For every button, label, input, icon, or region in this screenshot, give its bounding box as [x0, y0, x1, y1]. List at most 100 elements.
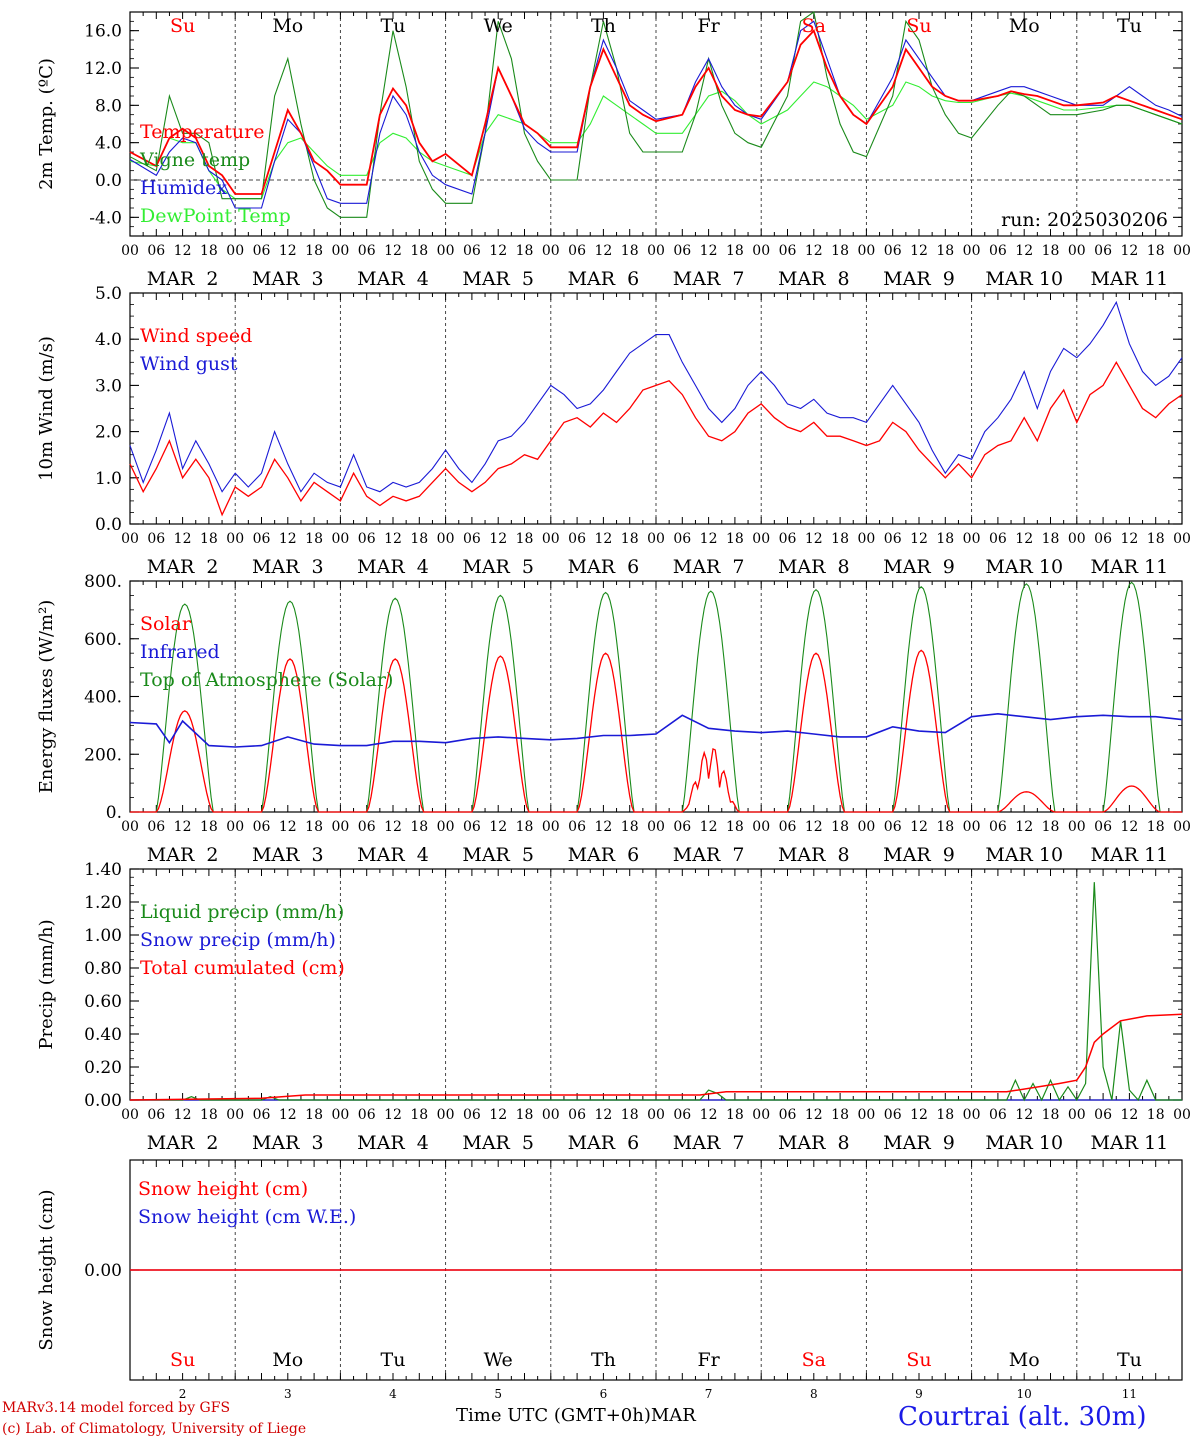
day-number: 6 — [600, 1387, 608, 1401]
solar-line — [130, 649, 1182, 813]
hour-label: 06 — [463, 1107, 481, 1123]
date-label: MAR 6 — [568, 268, 640, 290]
y-tick-label: 0.40 — [84, 1025, 122, 1045]
date-label: MAR 5 — [462, 556, 534, 578]
hour-label: 18 — [726, 243, 744, 259]
hour-label: 00 — [226, 531, 244, 547]
hour-label: 18 — [305, 243, 323, 259]
hour-label: 18 — [516, 531, 534, 547]
date-label: MAR 8 — [778, 556, 850, 578]
hour-label: 12 — [174, 819, 192, 835]
legend-humidex: Humidex — [140, 177, 227, 199]
hour-label: 06 — [884, 243, 902, 259]
y-tick-label: 3.0 — [95, 376, 122, 396]
hour-label: 18 — [1042, 531, 1060, 547]
hour-label: 18 — [1042, 1107, 1060, 1123]
hour-label: 00 — [752, 819, 770, 835]
date-label: MAR 7 — [673, 844, 745, 866]
legend-wind-gust: Wind gust — [140, 353, 238, 375]
hour-label: 00 — [963, 243, 981, 259]
hour-label: 18 — [410, 819, 428, 835]
hour-label: 18 — [305, 819, 323, 835]
hour-label: 00 — [331, 243, 349, 259]
date-label: MAR 11 — [1091, 1132, 1169, 1154]
run-label: run: 2025030206 — [1001, 209, 1168, 231]
date-label: MAR 5 — [462, 268, 534, 290]
series-dewpoint-temp — [129, 81, 1183, 200]
panel-4 — [129, 868, 1183, 1102]
hour-label: 00 — [857, 531, 875, 547]
hour-label: 06 — [673, 819, 691, 835]
hour-label: 12 — [1015, 531, 1033, 547]
hour-label: 06 — [884, 531, 902, 547]
date-label: MAR 3 — [252, 844, 324, 866]
legend-snow-precip-mm-h-: Snow precip (mm/h) — [140, 929, 336, 951]
hour-label: 00 — [752, 243, 770, 259]
hour-label: 18 — [726, 1107, 744, 1123]
location-label: Courtrai (alt. 30m) — [898, 1402, 1147, 1432]
hour-label: 00 — [542, 243, 560, 259]
hour-label: 00 — [647, 1107, 665, 1123]
legend-total-cumulated-cm-: Total cumulated (cm) — [140, 957, 345, 979]
hour-label: 12 — [489, 243, 507, 259]
hour-label: 00 — [121, 243, 139, 259]
hour-label: 06 — [673, 243, 691, 259]
date-label: MAR 3 — [252, 268, 324, 290]
hour-label: 18 — [621, 531, 639, 547]
hour-label: 06 — [568, 819, 586, 835]
hour-label: 06 — [673, 531, 691, 547]
hour-label: 18 — [1147, 1107, 1165, 1123]
y-tick-label: 1.40 — [84, 860, 122, 880]
weekday-label: We — [484, 15, 513, 37]
hour-label: 18 — [621, 243, 639, 259]
y-tick-label: 1.20 — [84, 893, 122, 913]
weekday-label: Mo — [1009, 15, 1040, 37]
y-axis-label: Energy fluxes (W/m²) — [36, 600, 57, 794]
legend-vigne-temp: Vigne temp — [139, 149, 250, 171]
hour-label: 06 — [1094, 243, 1112, 259]
panel-5 — [129, 1159, 1183, 1381]
hour-label: 18 — [831, 819, 849, 835]
panel-3 — [129, 580, 1183, 813]
hour-label: 00 — [1068, 819, 1086, 835]
weekday-label: We — [484, 1349, 513, 1371]
hour-label: 00 — [542, 531, 560, 547]
date-label: MAR 11 — [1091, 844, 1169, 866]
hour-label: 12 — [489, 1107, 507, 1123]
date-label: MAR 4 — [357, 268, 429, 290]
legend-solar: Solar — [140, 613, 192, 635]
y-axis-label: 2m Temp. (ºC) — [36, 58, 57, 190]
hour-label: 12 — [1015, 819, 1033, 835]
x-axis-label: Time UTC (GMT+0h) — [456, 1405, 651, 1426]
hour-label: 00 — [1173, 819, 1191, 835]
hour-label: 18 — [936, 1107, 954, 1123]
hour-label: 12 — [384, 819, 402, 835]
x-axis-title: Time UTC (GMT+0h)MAR — [456, 1405, 696, 1426]
day-number: 2 — [179, 1387, 187, 1401]
date-label: MAR 7 — [673, 556, 745, 578]
day-number: 4 — [389, 1387, 397, 1401]
hour-label: 12 — [910, 531, 928, 547]
y-tick-label: 1.00 — [84, 926, 122, 946]
y-tick-label: 0. — [106, 803, 122, 823]
date-label: MAR 4 — [357, 556, 429, 578]
hour-label: 12 — [279, 243, 297, 259]
hour-label: 00 — [226, 243, 244, 259]
hour-label: 12 — [279, 819, 297, 835]
weekday-label: Th — [591, 1349, 616, 1371]
hour-label: 00 — [1068, 531, 1086, 547]
legend-temperature: Temperature — [140, 121, 264, 143]
weekday-label: Tu — [1117, 15, 1142, 37]
y-tick-label: -4.0 — [89, 208, 122, 228]
y-tick-label: 0.60 — [84, 992, 122, 1012]
hour-label: 12 — [1015, 1107, 1033, 1123]
hour-label: 06 — [989, 1107, 1007, 1123]
legend-snow-height-cm-: Snow height (cm) — [138, 1178, 308, 1200]
weekday-label: Su — [170, 15, 195, 37]
date-label: MAR 9 — [883, 1132, 955, 1154]
hour-label: 06 — [147, 1107, 165, 1123]
y-tick-label: 4.0 — [95, 330, 122, 350]
hour-label: 12 — [700, 243, 718, 259]
day-number: 11 — [1122, 1387, 1137, 1401]
hour-label: 00 — [1068, 243, 1086, 259]
